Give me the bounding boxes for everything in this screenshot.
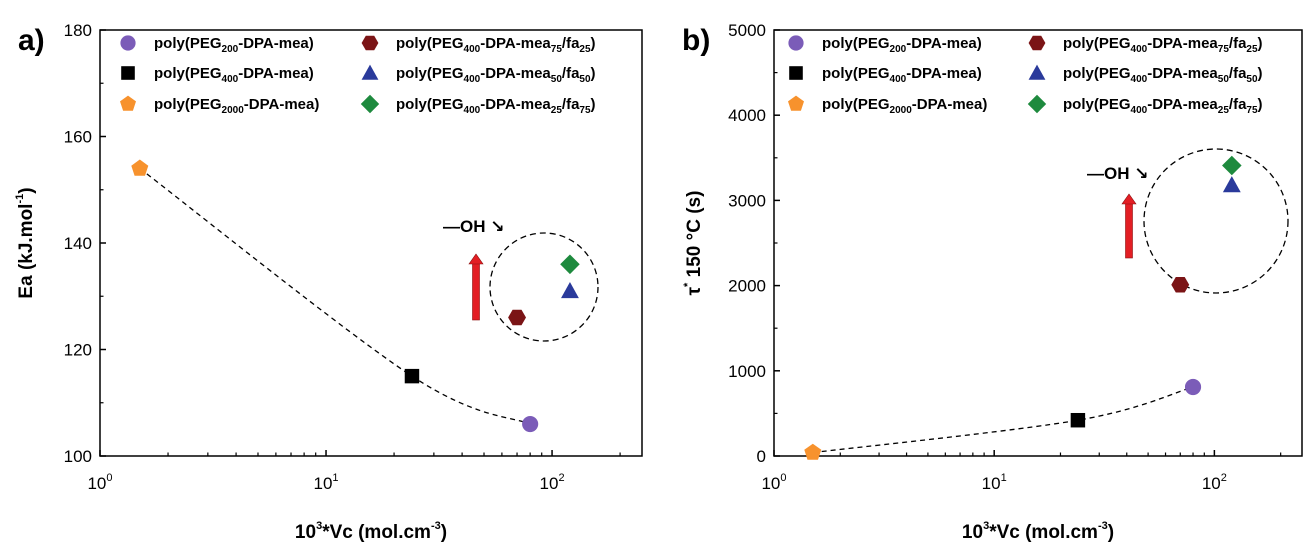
y-tick-label: 5000 (728, 21, 766, 40)
data-point-peg2000 (804, 443, 822, 460)
y-axis-title: τ* 150 °C (s) (682, 191, 705, 296)
data-point-peg200 (1184, 378, 1202, 396)
legend-marker-peg400-mea75-fa25 (1028, 35, 1046, 51)
data-point-peg400 (1070, 412, 1086, 428)
legend-marker-peg400-mea50-fa50 (1028, 64, 1046, 80)
data-point-peg400 (404, 368, 420, 384)
group-circle (489, 232, 599, 342)
data-point-peg400-mea75-fa25 (508, 309, 526, 326)
plot-frame (773, 29, 1303, 457)
y-tick-label: 2000 (728, 277, 766, 296)
arrow-up-icon (468, 253, 484, 265)
y-tick-label: 0 (757, 447, 766, 466)
y-tick-label: 100 (64, 447, 92, 466)
legend-marker-peg2000 (120, 95, 136, 111)
x-tick-label: 101 (314, 472, 339, 493)
legend-marker-peg400-mea25-fa75 (360, 94, 380, 114)
y-axis-title: Ea (kJ.mol-1) (14, 187, 37, 298)
legend-label-peg400-mea50-fa50: poly(PEG400-DPA-mea50/fa50) (396, 65, 596, 85)
legend-label-peg2000: poly(PEG2000-DPA-mea) (154, 96, 319, 116)
legend-label-peg400-mea50-fa50: poly(PEG400-DPA-mea50/fa50) (1063, 65, 1263, 85)
data-point-peg400-mea25-fa75 (560, 254, 580, 275)
legend-label-peg400-mea25-fa75: poly(PEG400-DPA-mea25/fa75) (1063, 96, 1263, 116)
y-tick-label: 120 (64, 341, 92, 360)
data-point-peg400-mea75-fa25 (1171, 277, 1190, 293)
panel-label: a) (18, 24, 45, 57)
data-point-peg400-mea50-fa50 (1222, 176, 1241, 193)
legend-label-peg400-mea25-fa75: poly(PEG400-DPA-mea25/fa75) (396, 96, 596, 116)
x-tick-label: 102 (540, 472, 565, 493)
legend-marker-peg200 (120, 35, 136, 51)
legend-label-peg400-mea75-fa25: poly(PEG400-DPA-mea75/fa25) (1063, 35, 1263, 55)
x-tick-label: 100 (87, 472, 112, 493)
legend-label-peg2000: poly(PEG2000-DPA-mea) (822, 96, 987, 116)
arrow-shaft (1125, 202, 1133, 259)
y-tick-label: 4000 (728, 106, 766, 125)
x-axis-title: 103*Vc (mol.cm-3) (295, 520, 447, 543)
data-point-peg2000 (131, 159, 149, 176)
trend-line (139, 167, 531, 425)
legend-marker-peg400 (789, 66, 803, 80)
legend-label-peg400-mea75-fa25: poly(PEG400-DPA-mea75/fa25) (396, 35, 596, 55)
oh-annotation: —OH ↘ (1087, 164, 1148, 183)
x-axis-title: 103*Vc (mol.cm-3) (962, 520, 1114, 543)
legend-marker-peg2000 (788, 95, 804, 111)
legend-label-peg400: poly(PEG400-DPA-mea) (154, 65, 314, 85)
legend-label-peg400: poly(PEG400-DPA-mea) (822, 65, 982, 85)
arrow-shaft (472, 262, 480, 321)
panel-label: b) (682, 24, 710, 57)
legend-marker-peg200 (788, 35, 804, 51)
x-tick-label: 101 (982, 472, 1007, 493)
y-tick-label: 3000 (728, 191, 766, 210)
legend-label-peg200: poly(PEG200-DPA-mea) (154, 35, 314, 55)
data-point-peg400-mea25-fa75 (1222, 155, 1242, 176)
y-tick-label: 1000 (728, 362, 766, 381)
legend-marker-peg400-mea50-fa50 (361, 64, 379, 80)
y-tick-label: 160 (64, 128, 92, 147)
legend-marker-peg400-mea25-fa75 (1027, 94, 1047, 114)
trend-line (812, 386, 1194, 454)
x-tick-label: 102 (1202, 472, 1227, 493)
x-tick-label: 100 (761, 472, 786, 493)
panel-a: a) 100 120 140 160 180 100 101 102 103*Vc (mol.cm… (14, 21, 643, 543)
y-tick-label: 180 (64, 21, 92, 40)
plot-frame (99, 29, 643, 457)
group-circle (1143, 148, 1289, 294)
data-point-peg400-mea50-fa50 (561, 282, 579, 299)
data-point-peg200 (522, 415, 539, 433)
legend-label-peg200: poly(PEG200-DPA-mea) (822, 35, 982, 55)
oh-annotation: —OH ↘ (443, 217, 504, 236)
y-tick-label: 140 (64, 234, 92, 253)
arrow-up-icon (1121, 193, 1137, 205)
legend-marker-peg400 (121, 66, 135, 80)
legend-marker-peg400-mea75-fa25 (361, 35, 379, 51)
panel-b: b) 0 1000 2000 3000 4000 5000 100 101 102 103*Vc (… (682, 21, 1303, 543)
